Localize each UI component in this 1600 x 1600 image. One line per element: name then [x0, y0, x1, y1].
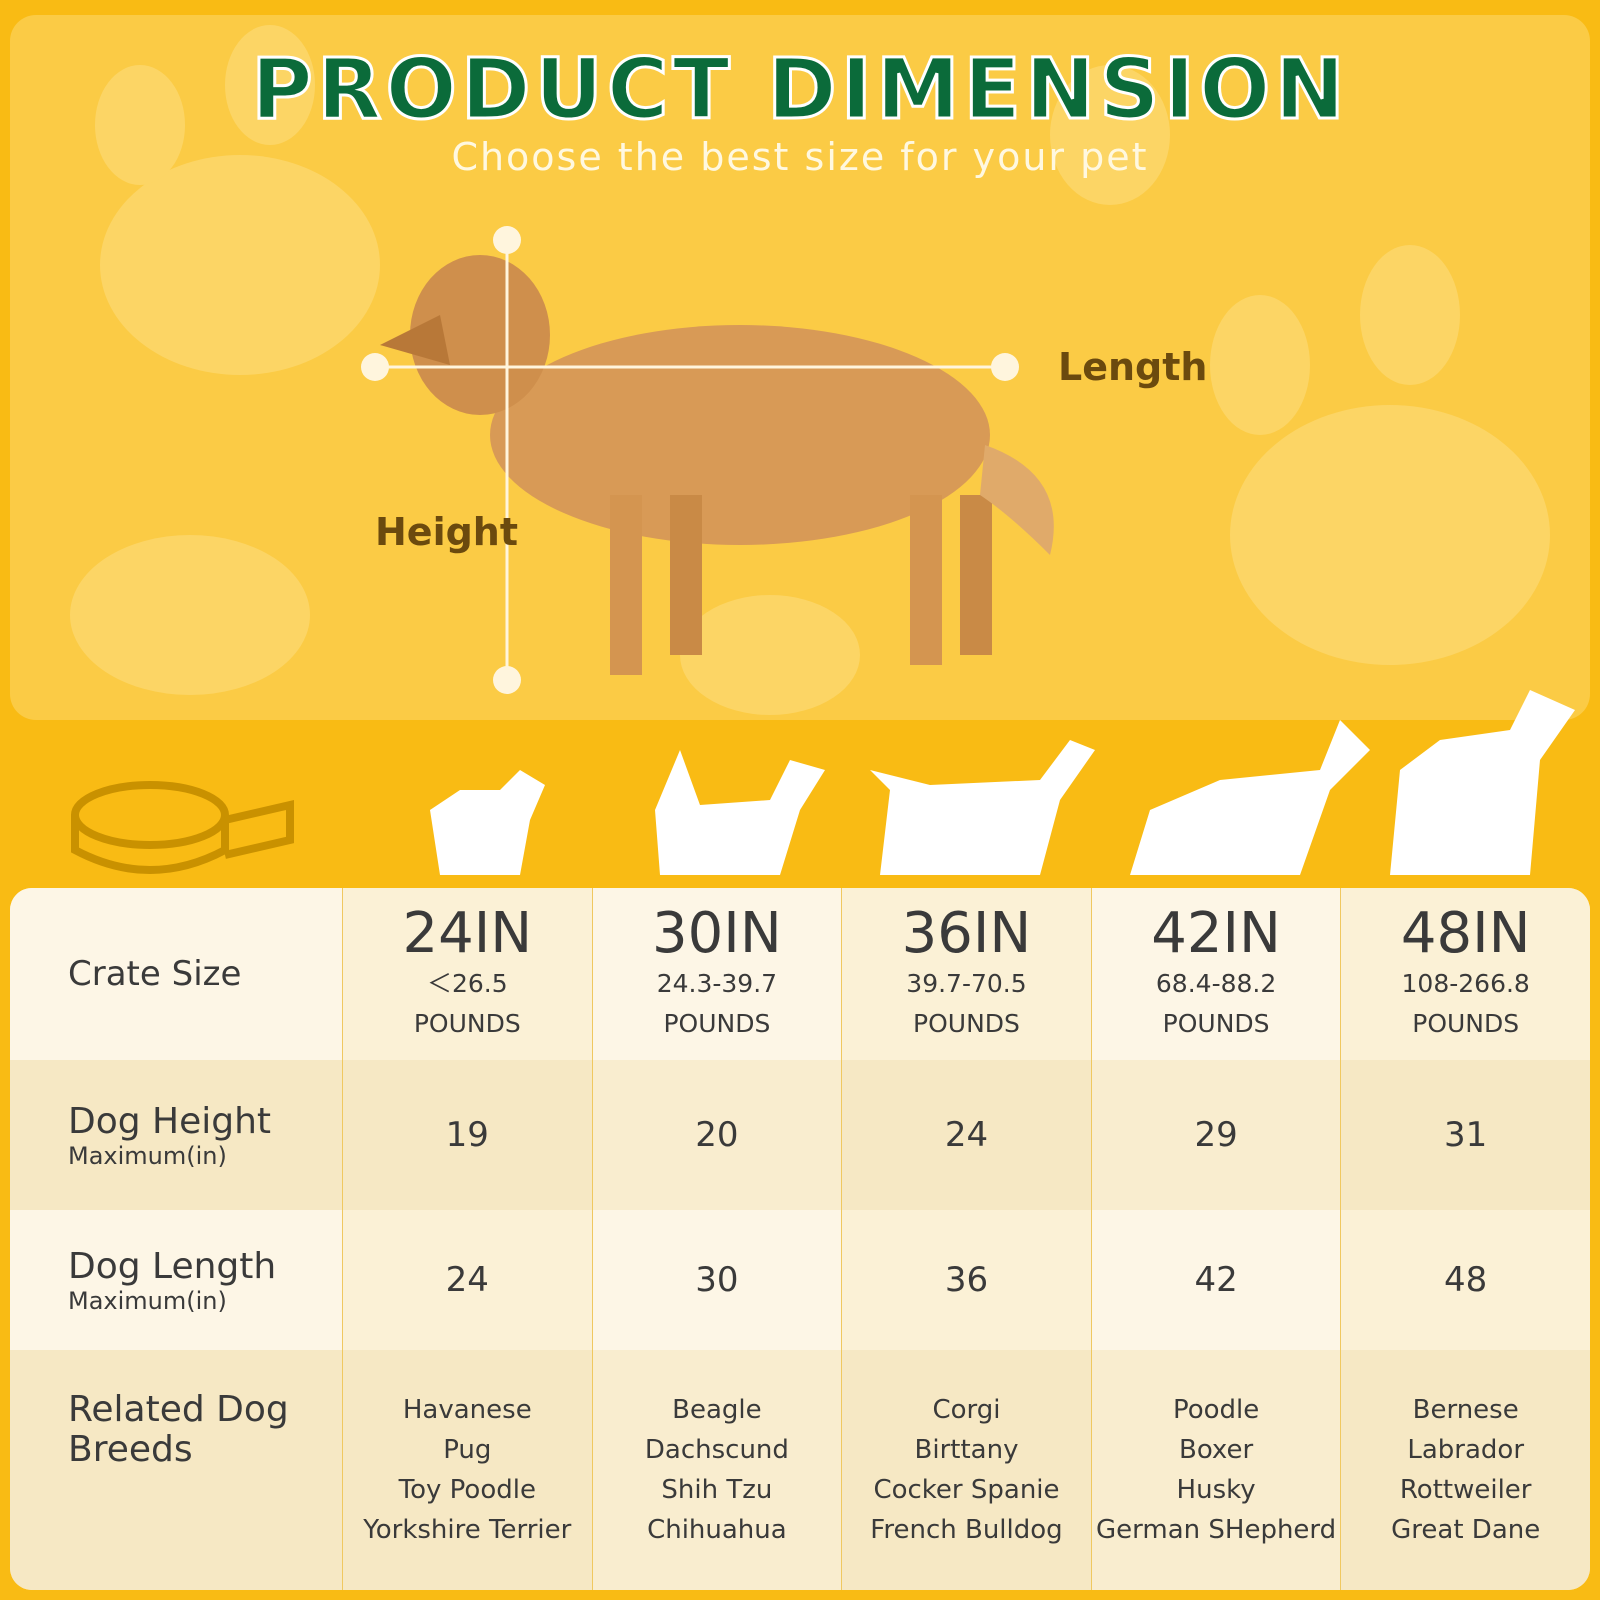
- breed: German SHepherd: [1096, 1515, 1337, 1545]
- weight-unit: POUNDS: [663, 1009, 771, 1038]
- dog-illustration: [380, 255, 1054, 675]
- breed: Husky: [1176, 1475, 1256, 1505]
- table-cell: 31: [1340, 1060, 1590, 1210]
- breed: Poodle: [1172, 1395, 1260, 1425]
- row-label: Dog Height Maximum(in): [10, 1060, 342, 1210]
- weight-range: ＜26.5: [426, 969, 508, 998]
- breed: Yorkshire Terrier: [363, 1515, 572, 1545]
- weight-range: 24.3-39.7: [656, 969, 778, 998]
- breed: Havanese: [402, 1395, 532, 1425]
- row-label-title: Dog Length: [68, 1245, 277, 1287]
- table-cell: 24IN ＜26.5 POUNDS: [342, 888, 592, 1060]
- dog-length: 42: [1194, 1260, 1238, 1300]
- table-cell: Bernese Labrador Rottweiler Great Dane: [1340, 1350, 1590, 1590]
- table-cell: 20: [591, 1060, 842, 1210]
- dog-length: 30: [695, 1260, 739, 1300]
- table-cell: 36: [841, 1210, 1091, 1350]
- dog-height: 24: [944, 1115, 989, 1155]
- paw-markers: [361, 226, 1019, 694]
- breed: Rottweiler: [1399, 1475, 1532, 1505]
- title: PRODUCT DIMENSION: [250, 39, 1349, 140]
- subtitle: Choose the best size for your pet: [451, 135, 1149, 179]
- breed: Birttany: [914, 1435, 1019, 1465]
- size-table: Crate Size Dog Height Maximum(in) Dog Le…: [10, 888, 1590, 1590]
- crate-size: 42IN: [1151, 901, 1281, 966]
- breed: Great Dane: [1391, 1515, 1541, 1545]
- breed: Chihuahua: [647, 1515, 787, 1545]
- crate-size: 48IN: [1400, 901, 1531, 966]
- breed: Cocker Spanie: [873, 1475, 1060, 1505]
- table-cell: 30IN 24.3-39.7 POUNDS: [591, 888, 842, 1060]
- table-cell: Poodle Boxer Husky German SHepherd: [1090, 1350, 1341, 1590]
- dog-length: 36: [944, 1260, 989, 1300]
- dog-length: 24: [445, 1260, 489, 1300]
- table-cell: 48IN 108-266.8 POUNDS: [1340, 888, 1590, 1060]
- table-cell: 29: [1090, 1060, 1341, 1210]
- breed: Corgi: [932, 1395, 1001, 1425]
- breed: Bernese: [1412, 1395, 1519, 1425]
- crate-size: 36IN: [901, 901, 1032, 966]
- length-label: Length: [1058, 345, 1208, 389]
- dog-height: 29: [1194, 1115, 1238, 1155]
- row-label-title: Dog Height: [68, 1100, 272, 1142]
- height-label: Height: [375, 510, 519, 554]
- breed: Dachscund: [644, 1435, 789, 1465]
- breed: Boxer: [1178, 1435, 1254, 1465]
- paw-background: [70, 25, 1550, 715]
- tape-icon: [71, 781, 294, 874]
- weight-unit: POUNDS: [413, 1009, 521, 1038]
- table-cell: 48: [1340, 1210, 1590, 1350]
- row-label-unit: Maximum(in): [68, 1286, 227, 1315]
- breed: Pug: [443, 1435, 492, 1465]
- weight-range: 39.7-70.5: [906, 969, 1027, 998]
- hero-art: [70, 25, 1550, 715]
- breed: French Bulldog: [870, 1515, 1063, 1545]
- weight-unit: POUNDS: [1412, 1009, 1520, 1038]
- dog-length: 48: [1444, 1260, 1488, 1300]
- crate-size: 24IN: [402, 901, 533, 966]
- row-label-unit: Maximum(in): [68, 1141, 227, 1170]
- table-cell: 30: [591, 1210, 842, 1350]
- dog-height: 19: [445, 1115, 489, 1155]
- dog-height: 20: [695, 1115, 739, 1155]
- table-cell: Havanese Pug Toy Poodle Yorkshire Terrier: [342, 1350, 592, 1590]
- weight-unit: POUNDS: [1162, 1009, 1270, 1038]
- weight-range: 108-266.8: [1401, 969, 1530, 998]
- weight-range: 68.4-88.2: [1155, 969, 1277, 998]
- dog-height: 31: [1444, 1115, 1488, 1155]
- hero-panel: [10, 15, 1590, 720]
- measure-lines: [375, 240, 1005, 680]
- table-cell: 19: [342, 1060, 592, 1210]
- table-cell: 42IN 68.4-88.2 POUNDS: [1090, 888, 1341, 1060]
- silhouettes: [71, 690, 1575, 875]
- crate-size: 30IN: [652, 901, 782, 966]
- weight-unit: POUNDS: [913, 1009, 1020, 1038]
- breed: Labrador: [1407, 1435, 1525, 1465]
- row-label: Dog Length Maximum(in): [10, 1210, 342, 1350]
- table-cell: 24: [841, 1060, 1091, 1210]
- table-cell: Corgi Birttany Cocker Spanie French Bulldog: [841, 1350, 1091, 1590]
- table-cell: Beagle Dachscund Shih Tzu Chihuahua: [591, 1350, 842, 1590]
- table-cell: 42: [1090, 1210, 1341, 1350]
- breed: Toy Poodle: [398, 1475, 536, 1505]
- row-label: Related Dog Breeds: [10, 1350, 342, 1590]
- table-cell: 24: [342, 1210, 592, 1350]
- row-label: Crate Size: [10, 888, 342, 1060]
- breed: Beagle: [672, 1395, 762, 1425]
- table-cell: 36IN 39.7-70.5 POUNDS: [841, 888, 1091, 1060]
- breed: Shih Tzu: [661, 1475, 773, 1505]
- dog-silhouettes: [430, 690, 1575, 875]
